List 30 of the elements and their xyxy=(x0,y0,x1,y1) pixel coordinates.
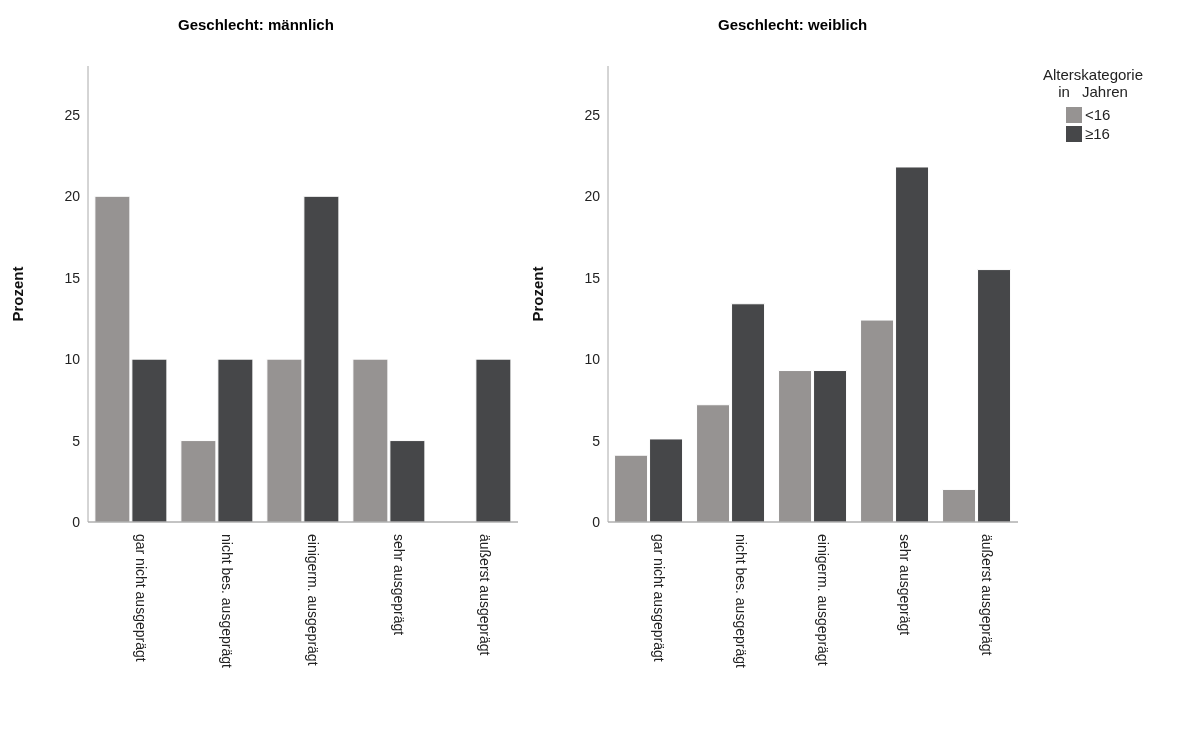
y-tick-label: 5 xyxy=(592,432,601,449)
x-tick-label: gar nicht ausgeprägt xyxy=(651,534,667,662)
y-axis-title: Prozent xyxy=(529,266,547,322)
x-tick-label: gar nicht ausgeprägt xyxy=(133,534,149,662)
y-tick-label: 10 xyxy=(64,351,81,368)
bar xyxy=(475,358,512,522)
y-tick-label: 20 xyxy=(64,188,81,205)
chart-title: Geschlecht: weiblich xyxy=(717,15,869,35)
x-tick-label: äußerst ausgeprägt xyxy=(477,534,493,656)
legend-title: Alterskategorie in Jahren xyxy=(1041,66,1145,100)
x-tick-label: nicht bes. ausgeprägt xyxy=(733,534,749,668)
x-tick-label: einigerm. ausgeprägt xyxy=(815,534,831,666)
y-axis-title: Prozent xyxy=(9,266,27,322)
y-tick-label: 5 xyxy=(72,432,81,449)
y-tick-label: 15 xyxy=(64,269,81,286)
y-tick-label: 0 xyxy=(72,513,81,530)
y-tick-label: 20 xyxy=(584,188,601,205)
x-tick-label: einigerm. ausgeprägt xyxy=(305,534,321,666)
y-tick-label: 10 xyxy=(584,351,601,368)
y-tick-label: 15 xyxy=(584,269,601,286)
x-tick-label: sehr ausgeprägt xyxy=(391,534,407,636)
x-tick-label: äußerst ausgeprägt xyxy=(979,534,995,656)
y-tick-label: 0 xyxy=(592,513,601,530)
x-tick-label: nicht bes. ausgeprägt xyxy=(219,534,235,668)
legend-label: <16 xyxy=(1085,106,1111,123)
x-tick-label: sehr ausgeprägt xyxy=(897,534,913,636)
y-tick-label: 25 xyxy=(584,106,601,123)
legend-label: ≥16 xyxy=(1085,125,1110,142)
chart-title: Geschlecht: männlich xyxy=(177,15,335,35)
y-tick-label: 25 xyxy=(64,106,81,123)
